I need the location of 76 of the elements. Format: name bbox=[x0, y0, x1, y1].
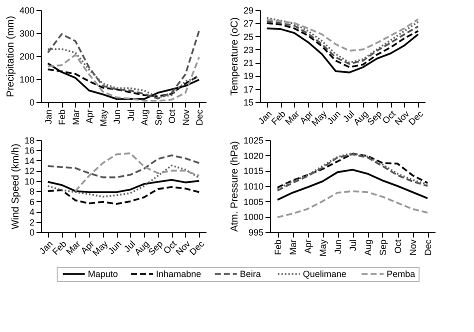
y-tick-label: 6 bbox=[29, 196, 34, 207]
line-series bbox=[46, 164, 200, 198]
x-tick-label: Sep bbox=[378, 240, 388, 256]
x-tick-label: Mar bbox=[288, 240, 298, 255]
x-tick-label: Aug bbox=[140, 110, 150, 126]
x-tick-label: Jun bbox=[325, 108, 342, 126]
legend-label: Quelimane bbox=[302, 269, 346, 279]
y-tick-label: 1000 bbox=[243, 212, 264, 222]
x-tick-label: Oct bbox=[393, 239, 403, 254]
line-series bbox=[46, 54, 200, 102]
y-tick-label: 23 bbox=[243, 44, 254, 55]
y-tick-label: 12 bbox=[24, 166, 34, 176]
y-tick-label: 19 bbox=[243, 71, 254, 82]
line-series bbox=[46, 186, 200, 205]
y-tick-label: 4 bbox=[29, 207, 34, 218]
line-series bbox=[276, 168, 428, 201]
x-tick-label: Nov bbox=[180, 109, 191, 126]
y-tick-label: 1005 bbox=[243, 196, 264, 207]
y-tick-label: 200 bbox=[19, 52, 34, 62]
x-tick-label: Dec bbox=[194, 109, 205, 126]
y-tick-label: 1015 bbox=[243, 166, 264, 176]
legend-label: Beira bbox=[240, 269, 261, 279]
y-tick-label: 100 bbox=[19, 74, 34, 84]
y-tick-label: 8 bbox=[29, 186, 34, 197]
x-tick-label: Feb bbox=[57, 110, 68, 126]
y-tick-label: 0 bbox=[29, 228, 34, 238]
y-tick-label: 300 bbox=[19, 28, 34, 38]
y-tick-label: 14 bbox=[24, 156, 34, 166]
y-axis-title: Atm. Pressure (hPa) bbox=[229, 141, 240, 232]
y-tick-label: 10 bbox=[24, 176, 34, 186]
line-series bbox=[46, 62, 200, 100]
y-tick-label: 0 bbox=[29, 98, 34, 108]
x-tick-label: May bbox=[318, 239, 328, 257]
x-tick-label: Feb bbox=[273, 240, 283, 256]
x-tick-label: Jun bbox=[112, 110, 122, 124]
y-tick-label: 1025 bbox=[243, 136, 264, 146]
x-tick-label: Jun bbox=[333, 240, 343, 254]
x-tick-label: Aug bbox=[363, 240, 373, 256]
y-tick-label: 15 bbox=[243, 98, 254, 108]
y-tick-label: 1020 bbox=[243, 150, 264, 161]
line-series bbox=[46, 178, 200, 194]
x-tick-label: Jul bbox=[126, 110, 136, 122]
y-tick-label: 2 bbox=[29, 217, 34, 228]
y-tick-label: 18 bbox=[24, 136, 34, 146]
x-tick-label: Oct bbox=[167, 109, 178, 124]
x-tick-label: Jun bbox=[106, 238, 124, 256]
x-tick-label: Jul bbox=[348, 240, 358, 252]
line-series bbox=[266, 18, 420, 52]
line-series bbox=[276, 190, 428, 218]
x-tick-label: Mar bbox=[70, 110, 81, 125]
y-tick-label: 400 bbox=[19, 6, 34, 16]
y-axis-title: Precipitation (mm) bbox=[5, 16, 16, 98]
y-tick-label: 995 bbox=[248, 228, 264, 238]
y-tick-label: 25 bbox=[243, 32, 254, 42]
y-axis-title: Wind Speed (km/h) bbox=[10, 144, 22, 230]
x-tick-label: May bbox=[98, 109, 108, 127]
y-tick-label: 29 bbox=[243, 6, 254, 16]
line-series bbox=[74, 152, 200, 192]
x-tick-label: Sep bbox=[153, 110, 164, 126]
x-tick-label: Apr bbox=[303, 240, 313, 254]
x-tick-label: Nov bbox=[408, 239, 418, 256]
y-axis-title: Temperature (oC) bbox=[229, 17, 240, 96]
legend-label: Inhamabne bbox=[156, 269, 202, 279]
line-series bbox=[46, 154, 200, 178]
y-tick-label: 17 bbox=[243, 84, 254, 94]
line-series bbox=[46, 30, 200, 100]
y-tick-label: 21 bbox=[243, 58, 254, 68]
y-tick-label: 1010 bbox=[243, 182, 264, 192]
legend-label: Pemba bbox=[386, 269, 416, 279]
x-tick-label: Dec bbox=[423, 239, 433, 256]
x-tick-label: Jan bbox=[43, 110, 54, 124]
legend-label: Maputo bbox=[88, 269, 118, 279]
line-series bbox=[46, 48, 200, 98]
y-tick-label: 16 bbox=[24, 146, 34, 156]
x-tick-label: Apr bbox=[84, 110, 95, 124]
y-tick-label: 27 bbox=[243, 18, 254, 29]
